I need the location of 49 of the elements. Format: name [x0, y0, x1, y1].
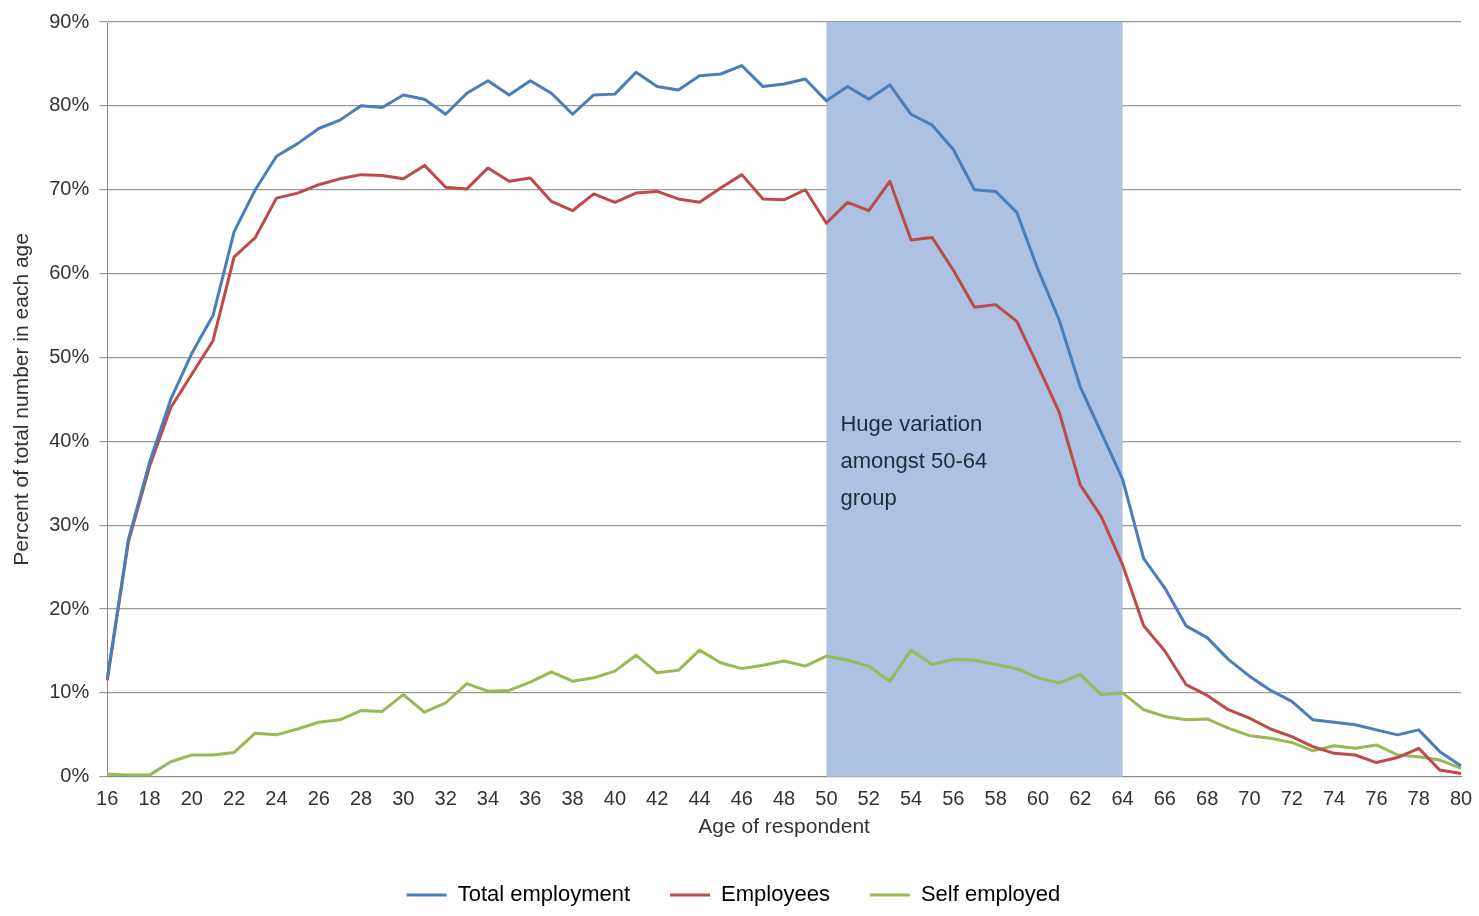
legend-label: Employees [721, 881, 830, 907]
x-tick-label: 72 [1280, 787, 1303, 810]
x-tick-label: 50 [815, 787, 838, 810]
x-axis-title: Age of respondent [698, 814, 871, 838]
y-tick-label: 90% [49, 9, 90, 32]
legend-label: Self employed [920, 881, 1061, 907]
x-tick-label: 36 [519, 787, 542, 810]
x-tick-label: 62 [1069, 787, 1092, 810]
x-tick-label: 24 [265, 787, 288, 810]
x-tick-label: 78 [1407, 787, 1430, 810]
y-axis-title: Percent of total number in each age [9, 233, 33, 566]
x-tick-label: 70 [1238, 787, 1261, 810]
x-tick-label: 30 [392, 787, 415, 810]
x-tick-label: 54 [899, 787, 923, 810]
x-tick-label: 20 [180, 787, 203, 810]
x-tick-label: 22 [223, 787, 246, 810]
x-tick-label: 26 [307, 787, 330, 810]
x-tick-label: 68 [1196, 787, 1219, 810]
x-tick-label: 52 [857, 787, 880, 810]
y-tick-label: 80% [49, 93, 90, 116]
y-tick-label: 30% [49, 512, 90, 535]
y-tick-label: 50% [49, 344, 90, 367]
y-tick-label: 0% [60, 764, 90, 787]
x-tick-label: 74 [1322, 787, 1346, 810]
x-tick-label: 76 [1365, 787, 1388, 810]
x-tick-label: 60 [1026, 787, 1050, 810]
x-tick-label: 40 [603, 787, 627, 810]
x-tick-label: 64 [1111, 787, 1134, 810]
x-tick-label: 18 [138, 787, 161, 810]
annotation: Huge variation amongst 50-64 group [840, 410, 988, 510]
x-tick-label: 48 [772, 787, 796, 810]
y-tick-label: 10% [49, 680, 90, 703]
y-tick-label: 60% [49, 261, 90, 284]
x-tick-label: 66 [1153, 787, 1176, 810]
x-tick-label: 58 [984, 787, 1007, 810]
x-tick-label: 34 [476, 787, 500, 810]
y-tick-label: 40% [49, 428, 90, 451]
x-tick-label: 32 [434, 787, 457, 810]
x-tick-label: 80 [1449, 787, 1473, 810]
y-tick-label: 70% [49, 177, 90, 200]
legend-label: Total employment [457, 881, 631, 907]
x-tick-label: 38 [561, 787, 584, 810]
x-tick-label: 46 [730, 787, 753, 810]
x-tick-label: 56 [942, 787, 965, 810]
x-tick-label: 16 [96, 787, 119, 810]
x-tick-label: 42 [646, 787, 669, 810]
y-tick-label: 20% [49, 596, 90, 619]
x-tick-label: 44 [688, 787, 711, 810]
x-tick-label: 28 [349, 787, 373, 810]
